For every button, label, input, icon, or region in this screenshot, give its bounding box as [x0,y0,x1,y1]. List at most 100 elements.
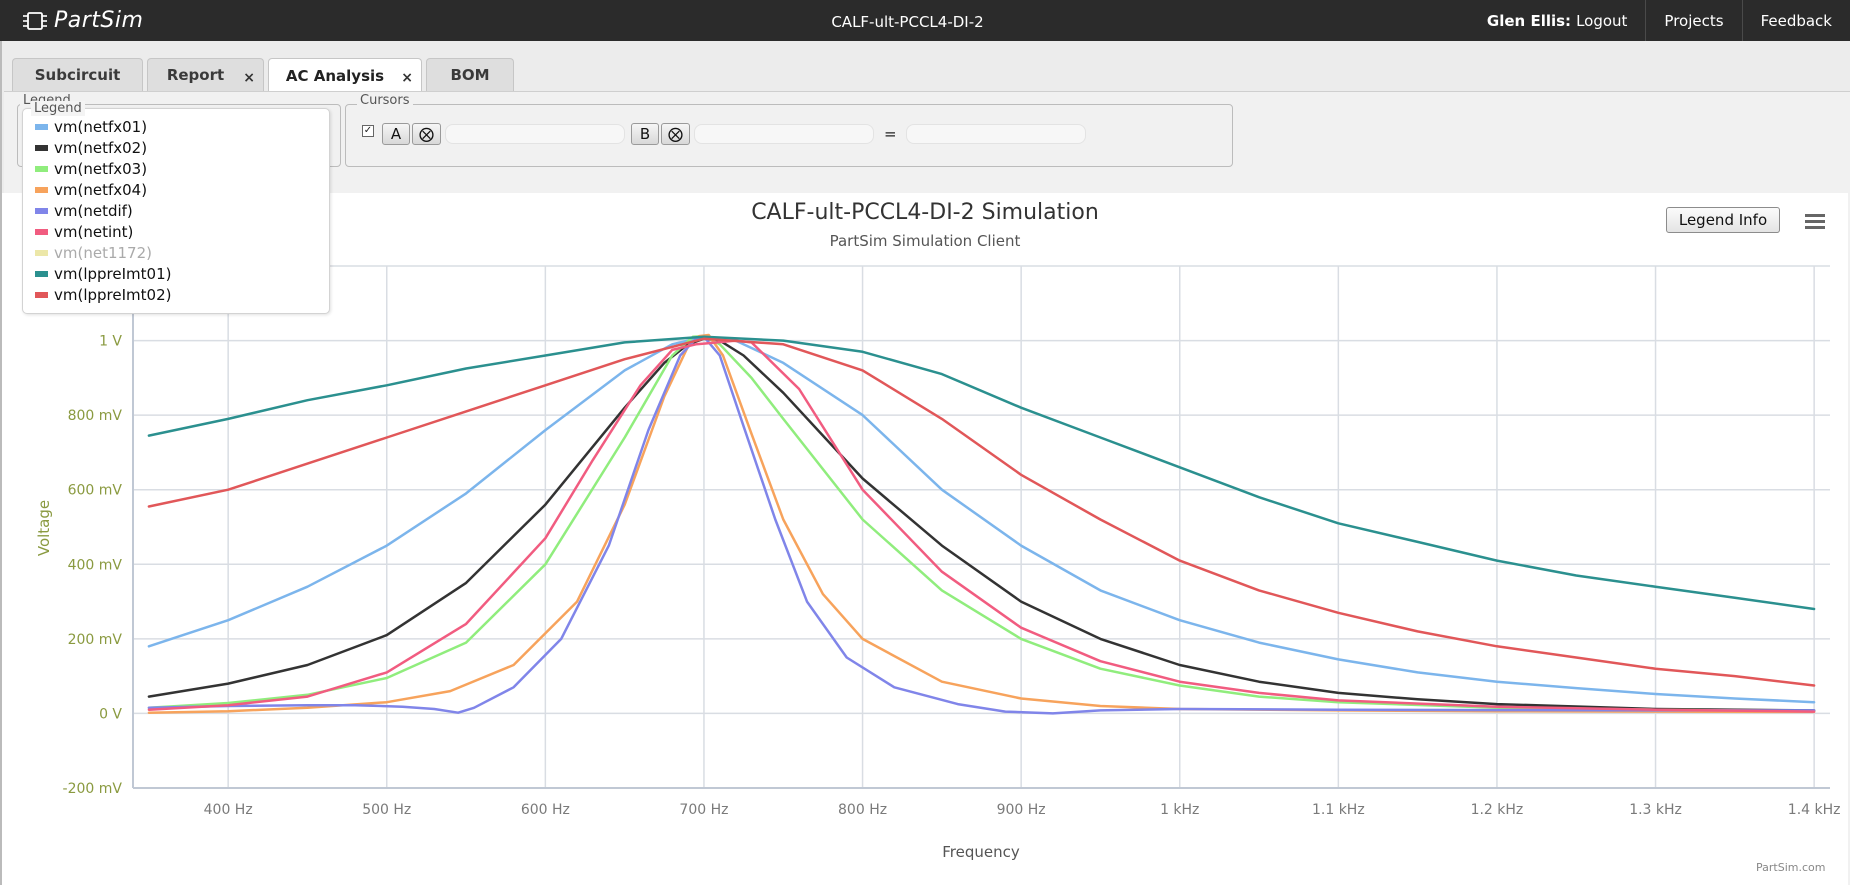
y-tick-label: -200 mV [63,781,123,797]
legend-item[interactable]: vm(netint) [35,221,171,242]
y-tick-label: 0 V [99,706,122,722]
tab-subcircuit[interactable]: Subcircuit [12,58,143,91]
legend-label: vm(net1172) [54,243,152,262]
series-swatch [35,270,48,277]
legend-label: vm(netfx01) [54,117,148,136]
legend-label: vm(netint) [54,222,134,241]
cursor-controls: ✓ A ⨂ B ⨂ = [362,123,1086,145]
y-tick-label: 400 mV [68,557,123,573]
series-line [147,334,1816,713]
x-tick-label: 1.3 kHz [1629,802,1682,818]
legend-label: vm(netfx02) [54,138,148,157]
legend-label: vm(netfx03) [54,159,148,178]
series-swatch [35,249,48,256]
cursor-b-button[interactable]: B [631,123,659,145]
x-axis-title: Frequency [942,843,1020,861]
tab-bom[interactable]: BOM [426,58,514,91]
equals-sign: = [884,125,897,143]
legend-item[interactable]: vm(netdif) [35,200,171,221]
document-title: CALF-ult-PCCL4-DI-2 [831,13,984,31]
legend-label: vm(lppreImt01) [54,264,172,283]
tab-label: Subcircuit [34,66,121,84]
y-tick-label: 200 mV [68,632,123,648]
partsim-watermark: PartSim.com [1756,861,1826,874]
tab-ac-analysis[interactable]: AC Analysis × [268,58,422,92]
cursors-fieldset-title: Cursors [357,93,413,108]
legend-label: vm(netfx04) [54,180,148,199]
partsim-logo[interactable]: PartSim [22,6,143,35]
user-name: Glen Ellis: [1486,11,1572,30]
close-icon[interactable]: × [243,70,255,86]
series-swatch [35,186,48,193]
x-tick-label: 1.1 kHz [1312,802,1365,818]
series-line [147,335,1816,611]
top-navbar: PartSim CALF-ult-PCCL4-DI-2 Glen Ellis: … [0,0,1850,41]
chart-legend: Legend vm(netfx01) vm(netfx02) vm(netfx0… [22,101,330,314]
legend-item[interactable]: vm(lppreImt01) [35,263,171,284]
chip-icon [23,11,47,30]
text-layer: 400 Hz 500 Hz 600 Hz 700 Hz 800 Hz 900 Hz 1 kH… [35,200,1840,861]
feedback-link[interactable]: Feedback [1741,0,1850,41]
legend-title: Legend [31,101,85,116]
legend-item[interactable]: vm(netfx04) [35,179,171,200]
series-line [147,335,1816,704]
grid-layer [132,265,1830,789]
series-swatch [35,144,48,151]
hamburger-menu-icon[interactable] [1799,205,1831,237]
series-line [147,337,1816,712]
x-tick-label: 700 Hz [679,802,728,818]
user-menu: Glen Ellis: Logout [1469,0,1646,41]
close-icon[interactable]: × [401,70,413,86]
clear-cursor-a-icon[interactable]: ⨂ [412,123,441,145]
legend-info-button[interactable]: Legend Info [1666,207,1780,233]
series-line [147,337,1816,687]
legend-item[interactable]: vm(netfx01) [35,116,171,137]
y-tick-label: 1 V [99,334,122,350]
menu-bar [1805,225,1825,229]
legend-item[interactable]: vm(netfx02) [35,137,171,158]
x-tick-label: 500 Hz [362,802,411,818]
menu-bar [1805,219,1825,223]
y-tick-label: 600 mV [68,483,123,499]
series-swatch [35,228,48,235]
tab-label: AC Analysis [285,66,385,85]
legend-item[interactable]: vm(netfx03) [35,158,171,179]
x-tick-label: 600 Hz [521,802,570,818]
legend-item[interactable]: vm(lppreImt02) [35,284,171,305]
cursor-b-value[interactable] [694,124,874,144]
x-tick-label: 800 Hz [838,802,887,818]
tab-report[interactable]: Report × [147,58,264,91]
cursor-a-value[interactable] [445,124,625,144]
chart-title: CALF-ult-PCCL4-DI-2 Simulation [751,200,1099,225]
x-tick-label: 900 Hz [997,802,1046,818]
brand-name: PartSim [54,8,144,33]
series-swatch [35,165,48,172]
y-axis-title: Voltage [35,500,53,556]
series-swatch [35,207,48,214]
legend-list: vm(netfx01) vm(netfx02) vm(netfx03) vm(n… [35,116,171,305]
clear-cursor-b-icon[interactable]: ⨂ [661,123,690,145]
series-swatch [35,291,48,298]
tab-label: BOM [450,66,490,84]
cursor-enable-checkbox[interactable]: ✓ [362,125,374,137]
cursors-fieldset: ✓ A ⨂ B ⨂ = [345,104,1233,167]
series-layer [147,333,1816,715]
tab-bar: Subcircuit Report × AC Analysis × BOM [12,58,518,92]
legend-label: vm(lppreImt02) [54,285,172,304]
x-tick-label: 1 kHz [1160,802,1199,818]
cursor-a-button[interactable]: A [382,123,410,145]
projects-link[interactable]: Projects [1645,0,1741,41]
series-line [147,335,1816,715]
legend-item[interactable]: vm(net1172) [35,242,171,263]
tab-label: Report [166,66,225,84]
cursor-delta-value[interactable] [905,124,1086,144]
nav-right: Glen Ellis: Logout Projects Feedback [1469,0,1850,41]
menu-bar [1805,213,1825,217]
y-tick-label: 800 mV [68,408,123,424]
logout-link[interactable]: Logout [1576,11,1628,30]
series-swatch [35,123,48,130]
x-tick-label: 1.4 kHz [1788,802,1841,818]
x-tick-label: 1.2 kHz [1471,802,1524,818]
